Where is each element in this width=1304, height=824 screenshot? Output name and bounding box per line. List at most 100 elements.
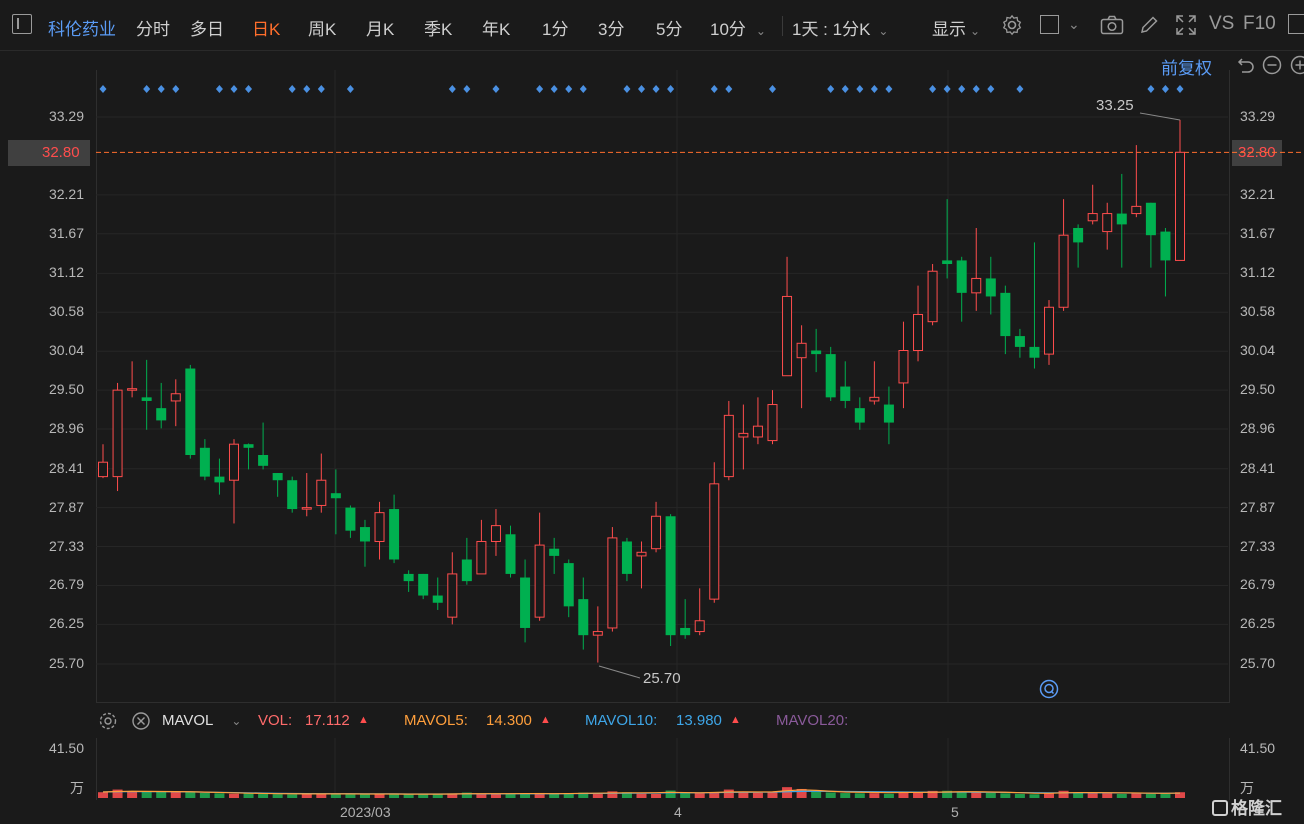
candle-body-up [869,396,880,402]
tab-period-rik[interactable]: 日K [252,20,281,39]
event-marker [768,85,776,93]
adjust-mode-button[interactable]: 前复权 [1161,59,1212,78]
volume-chart-area[interactable] [96,738,1230,800]
stock-name[interactable]: 科伦药业 [48,20,116,39]
volume-bar-down [854,793,865,798]
tab-period-3fen[interactable]: 3分 [598,20,625,39]
side-panel-toggle-icon[interactable] [1288,14,1304,34]
tab-period-duori[interactable]: 多日 [190,20,224,39]
sidebar-toggle-icon[interactable] [12,14,32,34]
x-axis-label-mar: 2023/03 [340,804,391,820]
event-marker [623,85,631,93]
volume-bar-down [1145,793,1156,798]
tab-period-niank[interactable]: 年K [482,20,511,39]
candle-body-up [738,432,749,438]
candle-body-down [403,573,414,582]
candle-body-up [476,540,487,575]
volume-bar-up [112,789,123,798]
candle-body-down [1116,213,1127,225]
camera-icon[interactable] [1100,15,1124,35]
volume-bar-down [956,792,967,798]
event-marker [841,85,849,93]
interval-select[interactable]: 1天 : 1分K ⌄ [792,15,888,40]
candle-body-up [927,270,938,323]
settings-gear-icon[interactable] [1001,14,1023,36]
volume-bar-up [1058,790,1069,798]
candle-body-down [680,627,691,636]
volume-bar-down [432,794,443,798]
candle-body-up [1087,213,1098,222]
volume-bar-down [258,793,269,798]
candle-body-up [651,515,662,550]
tab-period-fenshi[interactable]: 分时 [136,20,170,39]
vol-unit-right: 万 [1240,780,1254,796]
volume-bar-down [825,792,836,798]
event-marker [1176,85,1184,93]
volume-bar-up [869,793,880,798]
event-marker [579,85,587,93]
candle-body-down [272,473,283,481]
volume-bar-up [636,793,647,798]
volume-bar-down [1029,794,1040,798]
event-marker [827,85,835,93]
tab-period-1fen[interactable]: 1分 [542,20,569,39]
candlestick-chart-area[interactable] [96,70,1230,703]
price-axis-tick-left: 28.41 [48,459,84,476]
mavol5-label: MAVOL5: [404,712,468,729]
candle-body-up [796,342,807,359]
indicator-settings-gear-icon[interactable] [98,711,118,731]
volume-bar-up [301,794,312,798]
tab-period-10fen[interactable]: 10分 ⌄ [710,15,766,40]
volume-bar-down [199,792,210,798]
price-axis-tick-left: 31.67 [48,224,84,241]
price-axis-tick-right: 27.33 [1240,537,1276,554]
current-price-tag-left: 32.80 [8,140,90,166]
candle-body-down [199,447,210,477]
candle-body-down [258,455,269,466]
indicator-close-icon[interactable] [131,711,151,731]
indicator-select[interactable]: MAVOL ⌄ [162,712,241,729]
event-marker-icon[interactable] [1039,679,1059,699]
tab-period-zhouk[interactable]: 周K [308,20,337,39]
candle-body-down [549,548,560,556]
event-marker [448,85,456,93]
vs-button[interactable]: VS [1209,13,1235,34]
candle-body-down [578,599,589,636]
zoom-in-icon[interactable] [1290,55,1304,75]
event-marker [346,85,354,93]
candle-body-down [345,507,356,531]
candle-body-down [825,354,836,398]
tab-period-5fen[interactable]: 5分 [656,20,683,39]
candle-body-down [956,260,967,293]
candle-body-down [330,493,341,499]
toolbar-divider [782,16,783,36]
price-axis-tick-right: 31.12 [1240,264,1276,281]
f10-button[interactable]: F10 [1243,13,1276,34]
volume-bar-up [1044,793,1055,798]
pencil-icon[interactable] [1138,14,1160,36]
candle-body-up [112,389,123,478]
layout-square-icon[interactable] [1040,15,1059,34]
event-marker [710,85,718,93]
price-axis-tick-right: 28.96 [1240,420,1276,437]
volume-bar-down [505,793,516,798]
candle-body-down [505,534,516,574]
volume-bar-up [782,787,793,798]
mavol5-line [102,789,1181,795]
volume-bar-up [651,793,662,798]
display-menu[interactable]: 显示 ⌄ [932,15,980,40]
fullscreen-icon[interactable] [1175,14,1197,36]
candle-body-up [1044,306,1055,355]
chevron-down-icon[interactable]: ⌄ [1068,16,1080,32]
event-marker [1161,85,1169,93]
zoom-out-icon[interactable] [1262,55,1282,75]
reset-icon[interactable] [1236,55,1256,75]
event-marker [317,85,325,93]
chevron-down-icon: ⌄ [970,24,981,38]
volume-bar-up [767,792,778,798]
candle-body-up [767,404,778,442]
volume-bar-down [1014,793,1025,798]
tab-period-jik[interactable]: 季K [424,20,453,39]
tab-period-yuek[interactable]: 月K [366,20,395,39]
